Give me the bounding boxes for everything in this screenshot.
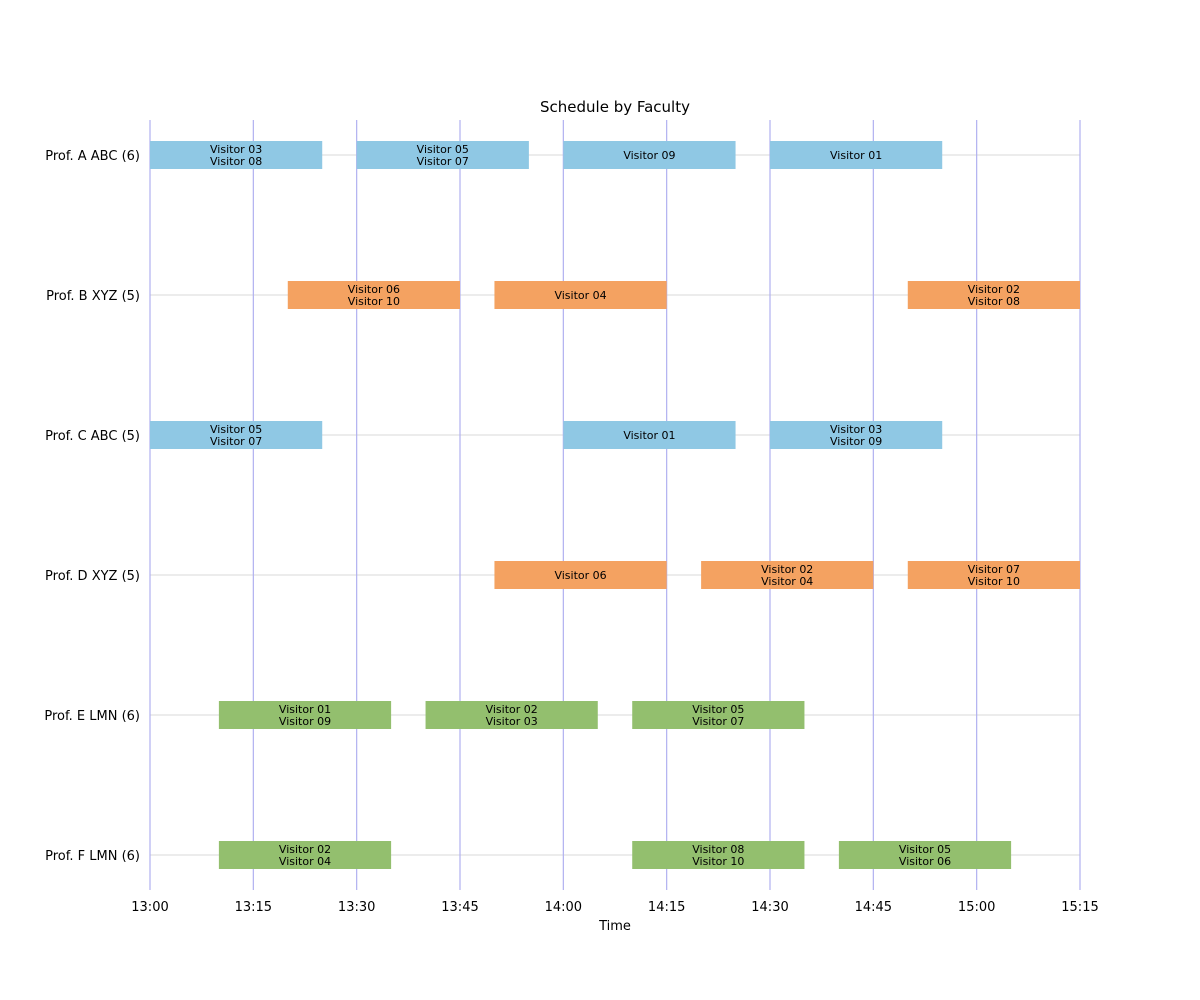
visitor-label: Visitor 01	[279, 703, 331, 716]
visitor-label: Visitor 08	[210, 155, 262, 168]
visitor-label: Visitor 04	[279, 855, 331, 868]
meeting-bar	[494, 281, 667, 309]
visitor-label: Visitor 05	[417, 143, 469, 156]
x-tick-label: 13:45	[441, 900, 478, 915]
visitor-label: Visitor 08	[968, 295, 1020, 308]
visitor-label: Visitor 07	[210, 435, 262, 448]
vertical-gridlines	[149, 120, 1081, 890]
meeting-bar	[563, 421, 736, 449]
faculty-label: Prof. D XYZ (5)	[45, 569, 140, 584]
meeting-bar	[287, 281, 460, 309]
x-tick-label: 13:30	[338, 900, 375, 915]
x-tick-label: 14:15	[648, 900, 685, 915]
meeting-bar	[632, 701, 805, 729]
visitor-label: Visitor 02	[279, 843, 331, 856]
visitor-label: Visitor 07	[692, 715, 744, 728]
time-tick-labels: 13:00 13:15 13:30 13:45 14:00 14:15 14:30 14:45…	[131, 900, 1098, 915]
meeting-bar	[218, 841, 392, 869]
meeting-bar	[770, 141, 943, 169]
meeting-block: Visitor 04	[494, 281, 667, 309]
visitor-label: Visitor 09	[830, 435, 882, 448]
visitor-label: Visitor 01	[623, 429, 675, 442]
meeting-block: Visitor 01	[563, 421, 736, 449]
meeting-bar	[356, 141, 529, 169]
x-tick-label: 15:15	[1061, 900, 1098, 915]
x-tick-label: 13:00	[131, 900, 168, 915]
visitor-label: Visitor 05	[210, 423, 262, 436]
meeting-bar	[218, 701, 392, 729]
faculty-label: Prof. C ABC (5)	[45, 429, 140, 444]
meeting-bar	[563, 141, 736, 169]
meeting-bar	[907, 281, 1080, 309]
meeting-block: Visitor 01	[770, 141, 943, 169]
meeting-bar	[907, 561, 1080, 589]
visitor-label: Visitor 08	[692, 843, 744, 856]
visitor-label: Visitor 09	[279, 715, 331, 728]
visitor-label: Visitor 07	[968, 563, 1020, 576]
visitor-label: Visitor 05	[899, 843, 951, 856]
faculty-label: Prof. A ABC (6)	[45, 149, 140, 164]
visitor-label: Visitor 03	[486, 715, 538, 728]
visitor-label: Visitor 03	[830, 423, 882, 436]
visitor-label: Visitor 10	[348, 295, 400, 308]
visitor-label: Visitor 01	[830, 149, 882, 162]
meeting-bar	[150, 141, 323, 169]
meeting-block: Visitor 09	[563, 141, 736, 169]
chart-title: Schedule by Faculty	[540, 98, 690, 116]
x-tick-label: 15:00	[958, 900, 995, 915]
visitor-label: Visitor 02	[486, 703, 538, 716]
meeting-bar	[494, 561, 667, 589]
visitor-label: Visitor 07	[417, 155, 469, 168]
x-axis-label: Time	[598, 919, 631, 934]
meeting-bar	[770, 421, 943, 449]
meeting-bar	[150, 421, 323, 449]
x-tick-label: 14:00	[545, 900, 582, 915]
visitor-label: Visitor 04	[761, 575, 813, 588]
faculty-label: Prof. F LMN (6)	[45, 849, 140, 864]
visitor-label: Visitor 10	[692, 855, 744, 868]
faculty-labels: Prof. A ABC (6) Prof. B XYZ (5) Prof. C AB…	[44, 149, 140, 864]
visitor-label: Visitor 05	[692, 703, 744, 716]
x-tick-label: 13:15	[235, 900, 272, 915]
meeting-bar	[701, 561, 874, 589]
meeting-bar	[425, 701, 598, 729]
meeting-bar	[838, 841, 1012, 869]
visitor-label: Visitor 04	[554, 289, 606, 302]
visitor-label: Visitor 02	[968, 283, 1020, 296]
visitor-label: Visitor 06	[899, 855, 951, 868]
meeting-bar	[632, 841, 805, 869]
visitor-label: Visitor 06	[554, 569, 606, 582]
faculty-label: Prof. B XYZ (5)	[46, 289, 140, 304]
visitor-label: Visitor 10	[968, 575, 1020, 588]
faculty-label: Prof. E LMN (6)	[44, 709, 140, 724]
visitor-label: Visitor 09	[623, 149, 675, 162]
visitor-label: Visitor 03	[210, 143, 262, 156]
meeting-block: Visitor 06	[494, 561, 667, 589]
x-tick-label: 14:30	[751, 900, 788, 915]
visitor-label: Visitor 02	[761, 563, 813, 576]
x-tick-label: 14:45	[855, 900, 892, 915]
visitor-label: Visitor 06	[348, 283, 400, 296]
